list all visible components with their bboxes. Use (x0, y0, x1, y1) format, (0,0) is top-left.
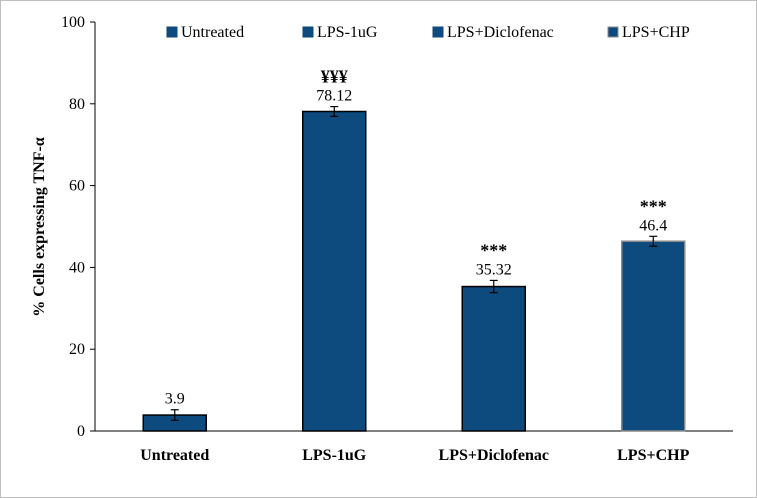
legend-swatch (166, 26, 178, 38)
x-tick-label: LPS+CHP (617, 447, 689, 464)
legend-label: LPS+Diclofenac (447, 24, 554, 41)
x-tick-label: LPS+Diclofenac (439, 447, 549, 464)
bar-lps-diclofenac (461, 285, 526, 432)
legend-label: LPS+CHP (622, 24, 690, 41)
data-label: 78.12 (316, 88, 352, 105)
y-tick-label: 40 (69, 259, 85, 276)
legend-swatch (607, 26, 619, 38)
data-label: 35.32 (476, 261, 512, 278)
y-tick-label: 60 (69, 178, 85, 195)
bar-lps-1ug (302, 110, 367, 432)
data-label: 46.4 (639, 217, 667, 234)
legend-label: Untreated (181, 24, 244, 41)
x-tick-label: Untreated (140, 447, 209, 464)
y-tick-label: 0 (77, 423, 85, 440)
y-tick-label: 80 (69, 96, 85, 113)
x-tick-label: LPS-1uG (302, 447, 367, 464)
legend-label: LPS-1uG (317, 24, 378, 41)
y-axis-title: % Cells expressing TNF-α (31, 137, 48, 317)
significance-marker: ¥¥¥ (321, 67, 348, 87)
y-tick-label: 100 (61, 14, 85, 31)
bars (142, 105, 686, 432)
significance-marker: *** (640, 196, 667, 216)
data-label: 3.9 (165, 391, 185, 408)
legend-swatch (432, 26, 444, 38)
legend: Untreated LPS-1uG LPS+Diclofenac LPS+CHP (166, 24, 690, 41)
bar-lps-chp (621, 240, 686, 432)
significance-marker: *** (480, 240, 507, 260)
labels: Untreated 3.9 LPS-1uG 78.12¥¥¥ LPS+Diclofena… (140, 67, 689, 464)
legend-swatch (302, 26, 314, 38)
y-tick-label: 20 (69, 341, 85, 358)
